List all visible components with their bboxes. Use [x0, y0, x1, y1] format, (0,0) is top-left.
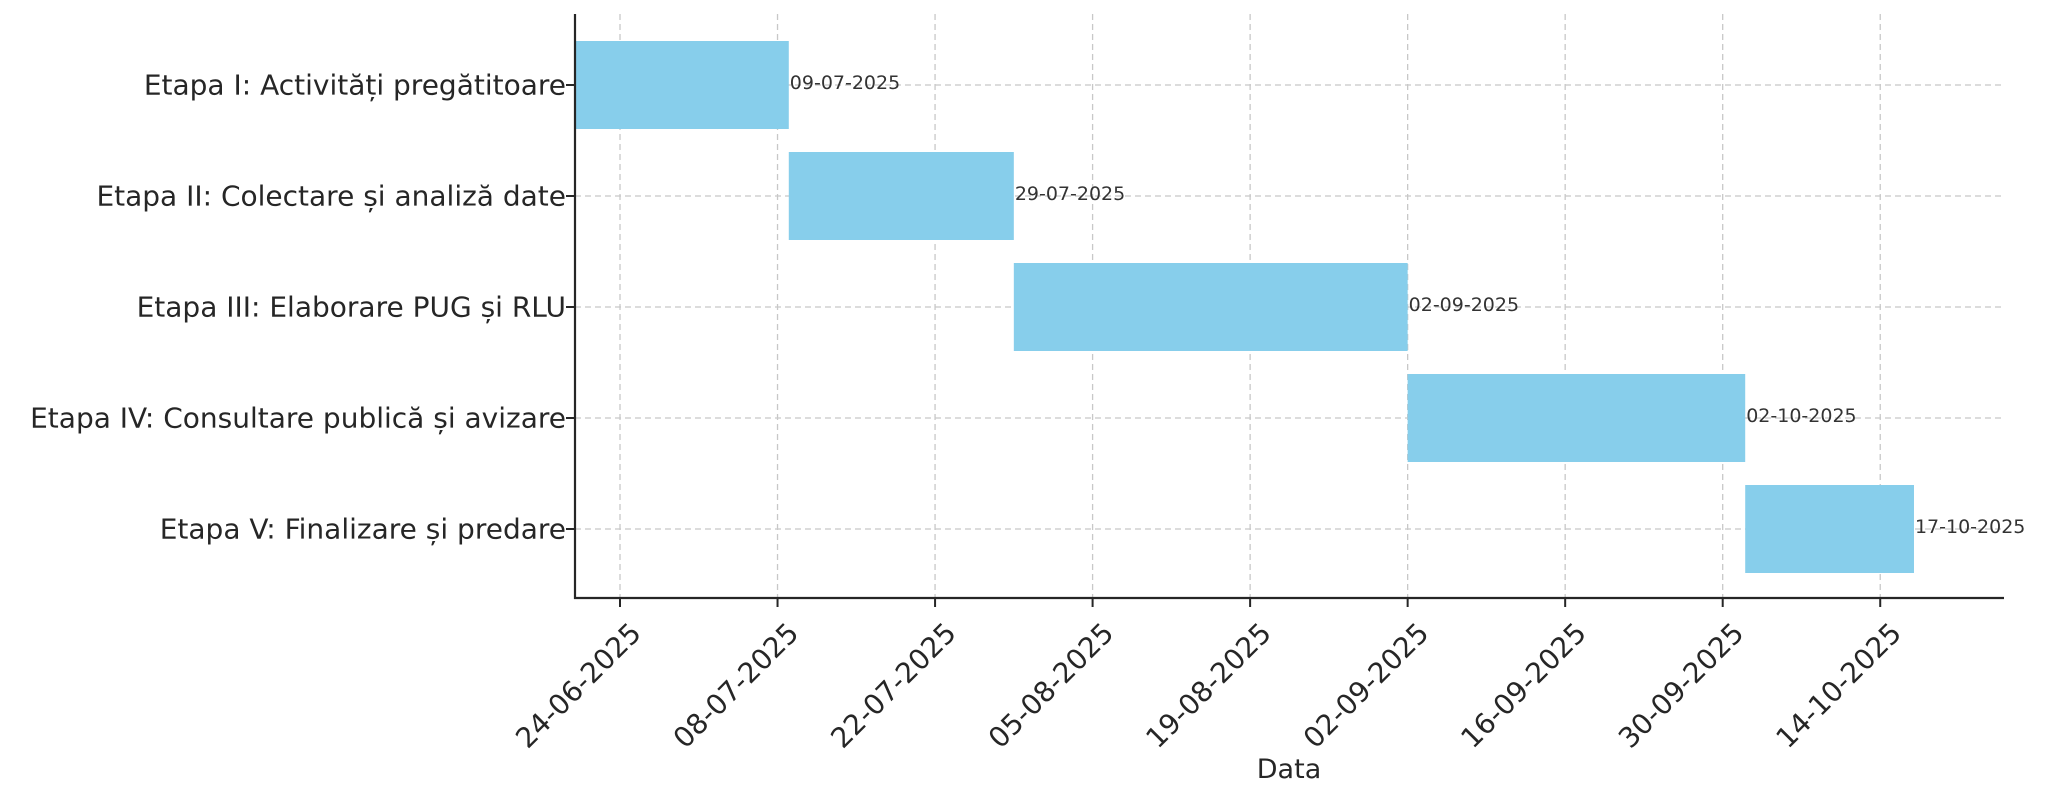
- x-tick-label: 22-07-2025: [824, 616, 962, 754]
- task-bar: [1407, 374, 1746, 462]
- category-label: Etapa V: Finalizare și predare: [160, 513, 566, 546]
- category-label: Etapa II: Colectare și analiză date: [96, 180, 566, 213]
- end-date-label: 17-10-2025: [1915, 516, 2025, 538]
- x-tick-label: 02-09-2025: [1297, 616, 1435, 754]
- task-bar: [575, 41, 789, 129]
- task-bar: [1013, 263, 1408, 351]
- end-date-label: 02-09-2025: [1409, 294, 1519, 316]
- x-tick-label: 05-08-2025: [982, 616, 1120, 754]
- bar-layer: [575, 41, 1914, 573]
- x-tick-label: 16-09-2025: [1454, 616, 1592, 754]
- x-tick-label: 14-10-2025: [1769, 616, 1907, 754]
- x-tick-label: 19-08-2025: [1139, 616, 1277, 754]
- x-tick-label: 24-06-2025: [509, 616, 647, 754]
- x-tick-label: 08-07-2025: [667, 616, 805, 754]
- category-label: Etapa I: Activități pregătitoare: [144, 69, 566, 102]
- end-date-label: 09-07-2025: [790, 72, 900, 94]
- x-tick-label: 30-09-2025: [1612, 616, 1750, 754]
- end-date-label: 02-10-2025: [1746, 405, 1856, 427]
- task-bar: [1745, 485, 1914, 573]
- axis-layer: [566, 14, 2004, 607]
- task-bar: [788, 152, 1014, 240]
- x-axis-title: Data: [1257, 754, 1321, 781]
- category-label: Etapa IV: Consultare publică și avizare: [30, 402, 566, 435]
- category-label: Etapa III: Elaborare PUG și RLU: [137, 291, 566, 324]
- end-date-label: 29-07-2025: [1015, 183, 1125, 205]
